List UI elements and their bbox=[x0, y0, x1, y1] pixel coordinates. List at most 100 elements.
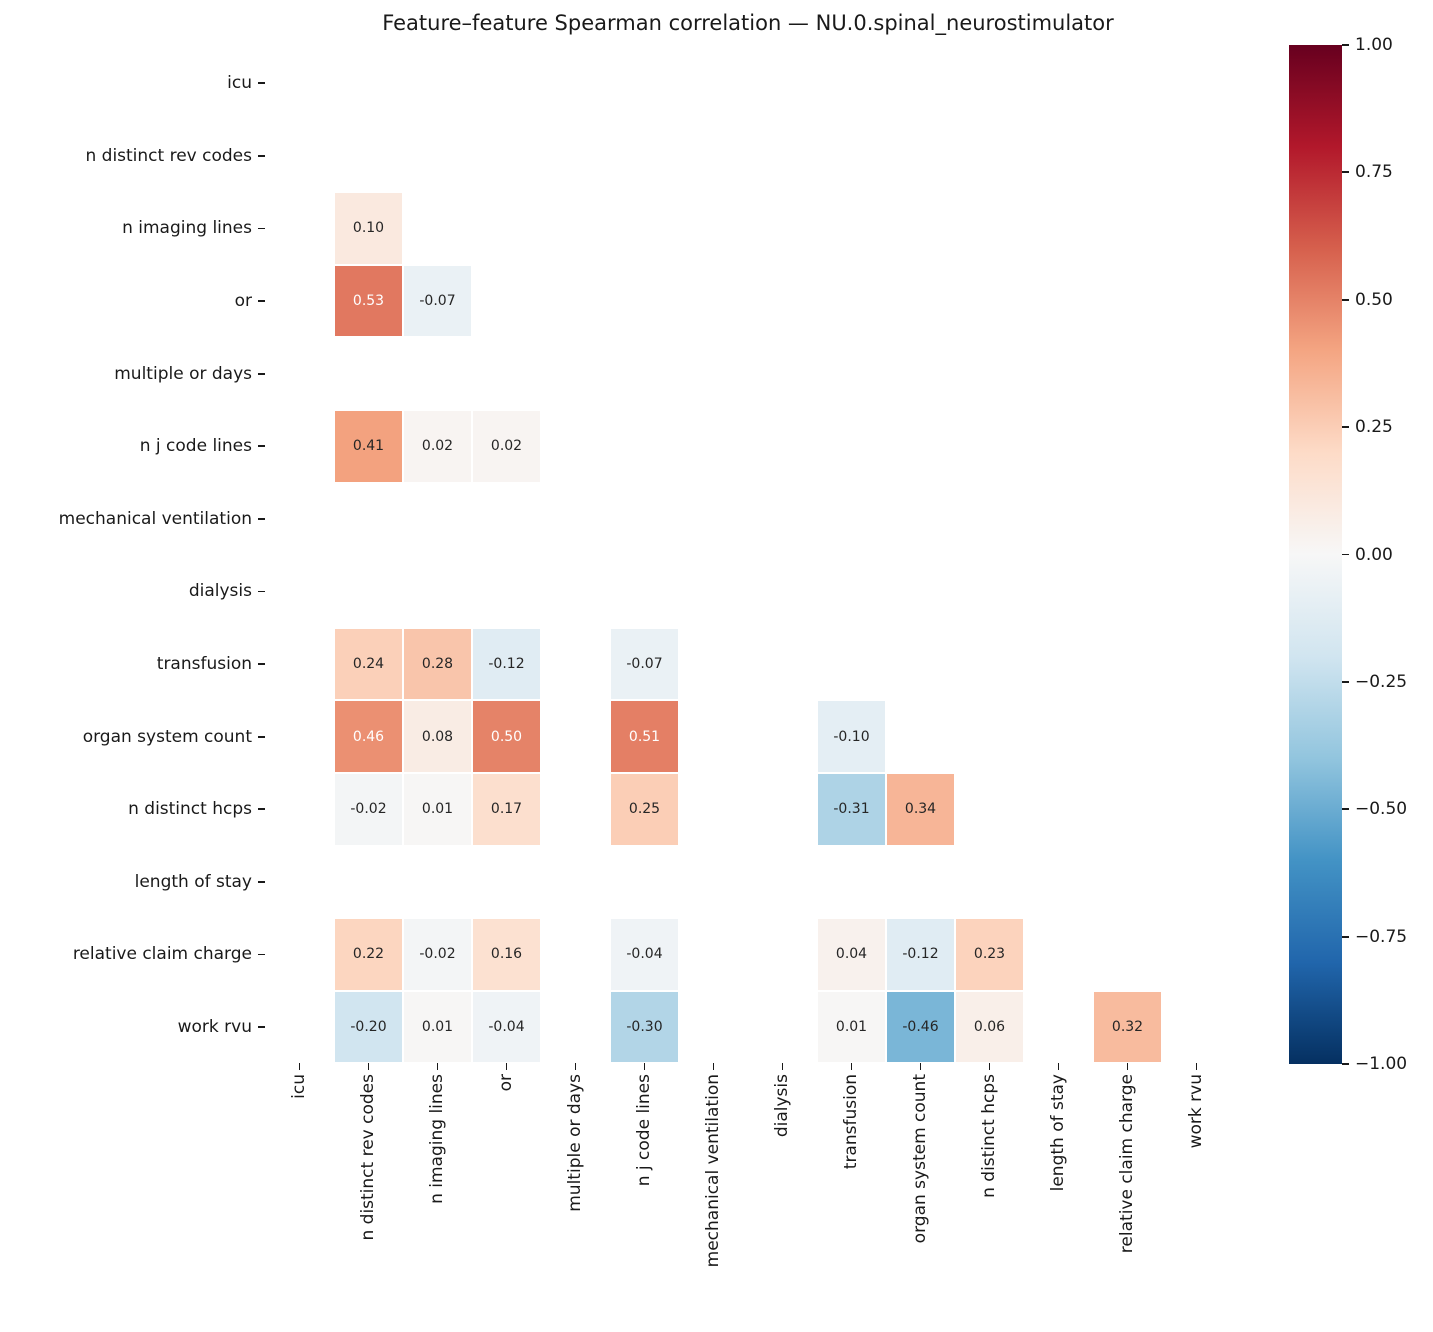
y-axis-label: n distinct hcps bbox=[128, 799, 252, 820]
heatmap-cell: 0.01 bbox=[403, 773, 472, 846]
colorbar-tick-label: 1.00 bbox=[1355, 35, 1393, 55]
x-axis-label-text: length of stay bbox=[1047, 1074, 1068, 1192]
colorbar-tick bbox=[1342, 426, 1349, 429]
x-axis-label-text: dialysis bbox=[771, 1074, 792, 1138]
colorbar bbox=[1289, 45, 1342, 1064]
y-axis-tick bbox=[258, 663, 265, 665]
colorbar-tick bbox=[1342, 808, 1349, 811]
y-axis-label: icu bbox=[227, 73, 252, 94]
y-axis-label: n j code lines bbox=[139, 436, 252, 457]
x-axis-label-text: mechanical ventilation bbox=[702, 1074, 723, 1268]
y-axis-tick bbox=[258, 445, 265, 448]
x-axis-label: n imaging lines bbox=[403, 1074, 472, 1332]
heatmap-cell: 0.46 bbox=[334, 700, 403, 773]
x-axis-label-text: n distinct hcps bbox=[978, 1074, 999, 1199]
y-axis-label: dialysis bbox=[188, 581, 252, 602]
x-axis-label: work rvu bbox=[1162, 1074, 1231, 1332]
y-axis-label: organ system count bbox=[82, 726, 252, 747]
x-axis-tick bbox=[1195, 1063, 1198, 1071]
colorbar-tick-label: −0.25 bbox=[1355, 671, 1408, 692]
heatmap-cell: -0.30 bbox=[610, 990, 679, 1064]
heatmap-cell: 0.04 bbox=[817, 918, 886, 991]
heatmap-cell: 0.06 bbox=[955, 990, 1024, 1064]
heatmap-cell: 0.01 bbox=[817, 990, 886, 1064]
x-axis-label-text: organ system count bbox=[909, 1074, 930, 1244]
y-axis-tick bbox=[258, 735, 265, 738]
y-axis-label: n imaging lines bbox=[122, 218, 252, 239]
colorbar-tick-label: −1.00 bbox=[1355, 1054, 1408, 1074]
colorbar-tick-label: −0.50 bbox=[1355, 799, 1408, 820]
x-axis-label-text: n j code lines bbox=[633, 1074, 654, 1187]
y-axis-tick bbox=[258, 82, 265, 85]
heatmap-cell: -0.04 bbox=[472, 990, 541, 1064]
y-axis-label: or bbox=[234, 291, 252, 312]
chart-title: Feature–feature Spearman correlation — N… bbox=[382, 11, 1114, 35]
y-axis-label: multiple or days bbox=[114, 363, 252, 384]
heatmap-cell: 0.02 bbox=[472, 410, 541, 483]
heatmap-cell: -0.46 bbox=[886, 990, 955, 1064]
heatmap-cell: 0.17 bbox=[472, 773, 541, 846]
y-axis-tick bbox=[258, 881, 265, 883]
y-axis-label: relative claim charge bbox=[72, 944, 252, 965]
x-axis-tick bbox=[367, 1063, 370, 1071]
colorbar-tick bbox=[1342, 1063, 1349, 1065]
y-axis-label: mechanical ventilation bbox=[58, 508, 252, 529]
colorbar-tick bbox=[1342, 935, 1349, 938]
colorbar-tick bbox=[1342, 553, 1349, 556]
heatmap-cell: -0.20 bbox=[334, 990, 403, 1064]
x-axis-label: icu bbox=[265, 1074, 334, 1332]
heatmap-cell: 0.16 bbox=[472, 918, 541, 991]
y-axis-tick bbox=[258, 300, 265, 302]
y-axis-tick bbox=[258, 227, 265, 230]
x-axis-tick bbox=[988, 1063, 991, 1071]
heatmap-cell: -0.07 bbox=[403, 264, 472, 338]
heatmap-cell: -0.12 bbox=[886, 918, 955, 991]
heatmap-cell: -0.12 bbox=[472, 627, 541, 701]
x-axis-label: transfusion bbox=[817, 1074, 886, 1332]
colorbar-tick-label: 0.25 bbox=[1355, 417, 1393, 438]
x-axis-tick bbox=[1057, 1063, 1060, 1071]
x-axis-label-text: relative claim charge bbox=[1116, 1074, 1137, 1254]
x-axis-tick bbox=[850, 1063, 853, 1071]
heatmap-cell: 0.08 bbox=[403, 700, 472, 773]
heatmap-cell: 0.50 bbox=[472, 700, 541, 773]
x-axis-label: n distinct hcps bbox=[955, 1074, 1024, 1332]
x-axis-tick bbox=[781, 1063, 784, 1071]
heatmap-cell: 0.01 bbox=[403, 990, 472, 1064]
y-axis-tick bbox=[258, 590, 265, 593]
heatmap-cell: 0.41 bbox=[334, 410, 403, 483]
x-axis-label: or bbox=[472, 1074, 541, 1332]
colorbar-tick-label: 0.00 bbox=[1355, 544, 1393, 565]
x-axis-label: length of stay bbox=[1024, 1074, 1093, 1332]
x-axis-tick bbox=[298, 1063, 301, 1071]
heatmap-cell: 0.25 bbox=[610, 773, 679, 846]
y-axis-tick bbox=[258, 372, 265, 375]
heatmap-cell: -0.04 bbox=[610, 918, 679, 991]
x-axis-label-text: transfusion bbox=[840, 1074, 861, 1170]
heatmap-cell: 0.28 bbox=[403, 627, 472, 701]
heatmap-cell: 0.10 bbox=[334, 192, 403, 265]
colorbar-tick-label: 0.75 bbox=[1355, 162, 1393, 183]
colorbar-tick-label: −0.75 bbox=[1355, 926, 1408, 947]
x-axis-label: n distinct rev codes bbox=[334, 1074, 403, 1332]
heatmap-cell: 0.53 bbox=[334, 264, 403, 338]
x-axis-label: organ system count bbox=[886, 1074, 955, 1332]
y-axis-tick bbox=[258, 808, 265, 811]
y-axis-label: work rvu bbox=[177, 1017, 252, 1038]
heatmap-cell: -0.02 bbox=[403, 918, 472, 991]
x-axis-tick bbox=[643, 1063, 646, 1071]
heatmap-cell: 0.32 bbox=[1093, 990, 1162, 1064]
y-axis-tick bbox=[258, 518, 265, 520]
y-axis-label: transfusion bbox=[156, 654, 252, 675]
x-axis-tick bbox=[574, 1063, 577, 1071]
heatmap-cell: 0.24 bbox=[334, 627, 403, 701]
colorbar-tick bbox=[1342, 298, 1349, 301]
x-axis-label-text: icu bbox=[288, 1074, 309, 1100]
colorbar-tick bbox=[1342, 171, 1349, 174]
x-axis-label: mechanical ventilation bbox=[679, 1074, 748, 1332]
heatmap-cell: 0.34 bbox=[886, 773, 955, 846]
heatmap-cell: -0.10 bbox=[817, 700, 886, 773]
heatmap-cell: 0.02 bbox=[403, 410, 472, 483]
x-axis-tick bbox=[712, 1063, 715, 1071]
